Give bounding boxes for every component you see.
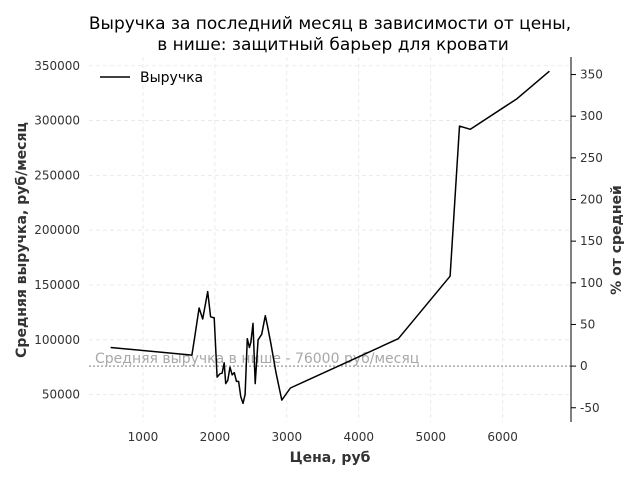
series-line-revenue	[110, 70, 550, 405]
grid-lines	[89, 57, 571, 422]
y-axis-label: Средняя выручка, руб/месяц	[14, 122, 30, 358]
x-tick-label: 5000	[415, 430, 446, 444]
axes	[570, 57, 576, 422]
y-tick-label: 350000	[34, 59, 80, 73]
y2-tick-label: 150	[580, 234, 603, 248]
y2-tick-label: 350	[580, 68, 603, 82]
tick-labels: 1000 2000 3000 4000 5000 60005000010000015000…	[34, 59, 603, 444]
y2-axis-label: % от средней	[609, 185, 625, 295]
x-tick-label: 3000	[272, 430, 303, 444]
y2-tick-label: 50	[580, 317, 595, 331]
y2-tick-label: -50	[580, 401, 600, 415]
y2-tick-label: 300	[580, 109, 603, 123]
x-tick-label: 2000	[200, 430, 231, 444]
legend-label: Выручка	[140, 70, 203, 86]
x-tick-label: 4000	[344, 430, 375, 444]
y-tick-label: 300000	[34, 114, 80, 128]
y2-tick-label: 0	[580, 359, 588, 373]
y2-tick-label: 100	[580, 276, 603, 290]
y-tick-label: 50000	[42, 388, 80, 402]
y-tick-label: 150000	[34, 278, 80, 292]
x-tick-label: 1000	[128, 430, 159, 444]
reference-line-group: Средняя выручка в нише - 76000 руб/месяц	[89, 351, 571, 367]
y2-tick-label: 200	[580, 192, 603, 206]
legend: Выручка	[100, 70, 203, 86]
y-tick-label: 200000	[34, 223, 80, 237]
chart-title-line-2: в нише: защитный барьер для кровати	[157, 35, 509, 55]
y2-tick-label: 250	[580, 151, 603, 165]
y-tick-label: 250000	[34, 168, 80, 182]
chart-title-line-1: Выручка за последний месяц в зависимости…	[89, 14, 571, 34]
series-layer	[110, 70, 550, 405]
x-tick-label: 6000	[487, 430, 518, 444]
x-axis-label: Цена, руб	[290, 450, 371, 466]
y-tick-label: 100000	[34, 333, 80, 347]
